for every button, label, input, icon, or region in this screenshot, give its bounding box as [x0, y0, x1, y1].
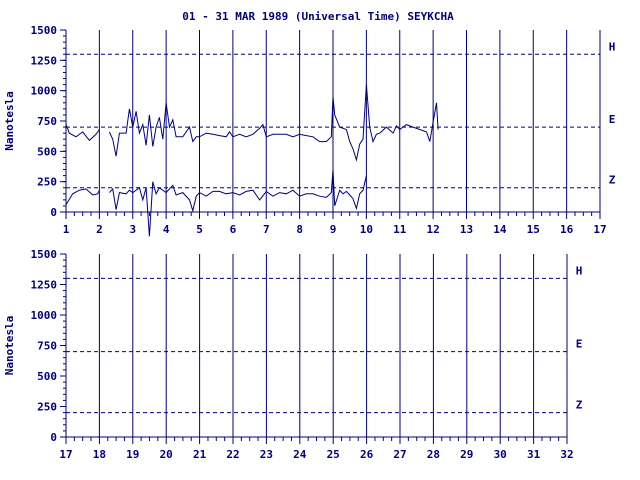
y-tick-label: 250 [37, 176, 57, 189]
x-tick-label: 19 [126, 448, 139, 461]
y-tick-label: 250 [37, 401, 57, 414]
y-tick-label: 0 [50, 206, 57, 219]
x-tick-label: 18 [93, 448, 106, 461]
x-tick-label: 29 [460, 448, 473, 461]
baseline-label-Z: Z [609, 174, 616, 187]
x-tick-label: 4 [163, 223, 170, 236]
x-tick-label: 15 [527, 223, 540, 236]
x-tick-label: 21 [193, 448, 207, 461]
x-tick-label: 31 [527, 448, 541, 461]
y-tick-label: 1000 [31, 85, 58, 98]
x-tick-label: 10 [360, 223, 373, 236]
x-tick-label: 25 [327, 448, 340, 461]
baseline-label-H: H [576, 264, 583, 277]
y-tick-label: 1500 [31, 24, 58, 37]
x-tick-label: 11 [393, 223, 407, 236]
x-tick-label: 26 [360, 448, 374, 461]
y-tick-label: 1000 [31, 309, 58, 322]
y-tick-label: 1500 [31, 248, 58, 261]
baseline-label-H: H [609, 40, 616, 53]
x-tick-label: 1 [63, 223, 70, 236]
x-tick-label: 17 [59, 448, 72, 461]
y-tick-label: 1250 [31, 279, 58, 292]
x-tick-label: 17 [593, 223, 606, 236]
x-tick-label: 13 [460, 223, 473, 236]
baseline-label-E: E [576, 338, 583, 351]
y-tick-label: 500 [37, 145, 57, 158]
x-tick-label: 16 [560, 223, 574, 236]
baseline-label-E: E [609, 113, 616, 126]
x-tick-label: 9 [330, 223, 337, 236]
x-tick-label: 22 [226, 448, 239, 461]
x-tick-label: 20 [160, 448, 173, 461]
y-tick-label: 0 [50, 431, 57, 444]
y-axis-label: Nanotesla [3, 316, 16, 376]
x-tick-label: 30 [494, 448, 507, 461]
series-Z [65, 169, 367, 237]
x-tick-label: 24 [293, 448, 307, 461]
y-tick-label: 1250 [31, 54, 58, 67]
x-tick-label: 23 [260, 448, 273, 461]
x-tick-label: 3 [129, 223, 136, 236]
chart-panel-2: Nanotesla 17 18 19 20 21 22 23 24 25 26 27 28 29 30 31 3… [3, 248, 583, 461]
y-axis-label: Nanotesla [3, 91, 16, 151]
x-tick-label: 28 [427, 448, 440, 461]
x-tick-label: 14 [493, 223, 507, 236]
x-tick-label: 12 [427, 223, 440, 236]
y-tick-label: 500 [37, 370, 57, 383]
x-tick-label: 2 [96, 223, 103, 236]
y-tick-label: 750 [37, 115, 57, 128]
x-tick-label: 6 [230, 223, 237, 236]
x-tick-label: 5 [196, 223, 203, 236]
x-tick-label: 32 [560, 448, 573, 461]
x-tick-label: 27 [393, 448, 406, 461]
chart-title: 01 - 31 MAR 1989 (Universal Time) SEYKCH… [182, 10, 454, 23]
baseline-label-Z: Z [576, 399, 583, 412]
x-tick-label: 7 [263, 223, 270, 236]
series-E [65, 84, 439, 162]
y-tick-label: 750 [37, 340, 57, 353]
x-tick-label: 8 [296, 223, 303, 236]
